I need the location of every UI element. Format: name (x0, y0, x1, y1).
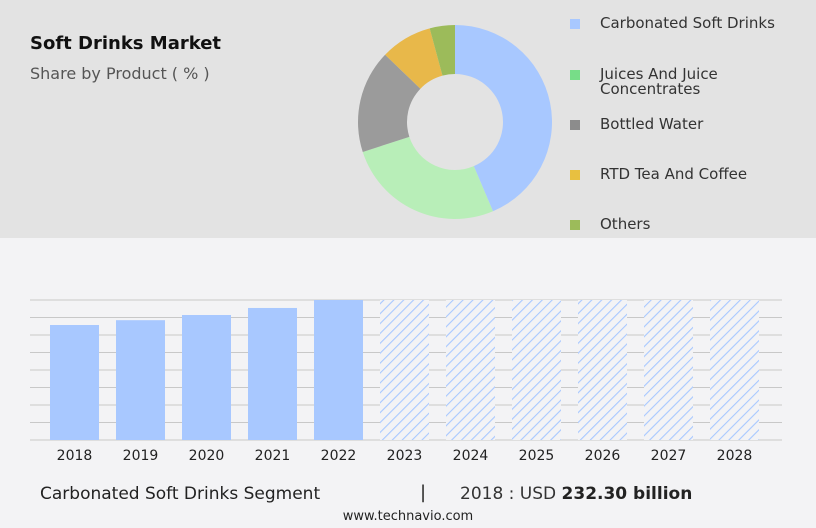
bar-2021 (248, 307, 297, 440)
value: 232.30 billion (561, 484, 693, 504)
legend-label: RTD Tea And Coffee (600, 165, 748, 183)
donut-slice-4 (429, 25, 455, 76)
donut-slice-2 (358, 54, 421, 152)
legend-label: Juices And Juice Concentrates (600, 65, 718, 98)
chart-title: Soft Drinks Market (30, 33, 222, 54)
separator: | (420, 482, 427, 503)
legend-swatch (570, 220, 580, 230)
bar-2023 (380, 300, 429, 440)
legend-swatch (570, 170, 580, 180)
legend-swatch (570, 70, 580, 80)
donut-slice-1 (362, 136, 493, 219)
legend-swatch (570, 120, 580, 130)
x-tick-label: 2028 (717, 448, 753, 464)
donut-slice-0 (455, 25, 552, 212)
bar-2020 (182, 315, 231, 440)
x-tick-label: 2027 (651, 448, 687, 464)
x-tick-label: 2020 (189, 448, 225, 464)
chart-subtitle: Share by Product ( % ) (30, 64, 210, 83)
segment-label: Carbonated Soft Drinks Segment (40, 484, 321, 504)
bar-2019 (116, 320, 165, 440)
x-tick-label: 2021 (255, 448, 291, 464)
bar-2024 (446, 300, 495, 440)
donut-chart (358, 25, 552, 219)
x-tick-label: 2026 (585, 448, 621, 464)
year-label: 2018 : USD (460, 484, 557, 504)
bar-chart: 2018 2019 2020 2021 2022 2023 2024 2025 2026 2027… (30, 299, 782, 464)
bar-2018 (50, 325, 99, 440)
bar-2027 (644, 300, 693, 440)
legend-label: Bottled Water (600, 115, 704, 133)
donut-slice-3 (385, 28, 443, 89)
bar-2022 (314, 300, 363, 440)
site-url: www.technavio.com (342, 509, 474, 524)
x-tick-label: 2023 (387, 448, 423, 464)
segment-value: 2018 : USD 232.30 billion (460, 484, 692, 504)
x-tick-label: 2024 (453, 448, 489, 464)
bar-2028 (710, 300, 759, 440)
x-tick-label: 2019 (123, 448, 159, 464)
legend-swatch (570, 19, 580, 29)
x-tick-label: 2025 (519, 448, 555, 464)
legend-label: Others (600, 215, 651, 233)
legend-label: Carbonated Soft Drinks (600, 14, 775, 32)
bar-2025 (512, 300, 561, 440)
bar-2026 (578, 300, 627, 440)
x-tick-label: 2018 (57, 448, 93, 464)
x-tick-label: 2022 (321, 448, 357, 464)
